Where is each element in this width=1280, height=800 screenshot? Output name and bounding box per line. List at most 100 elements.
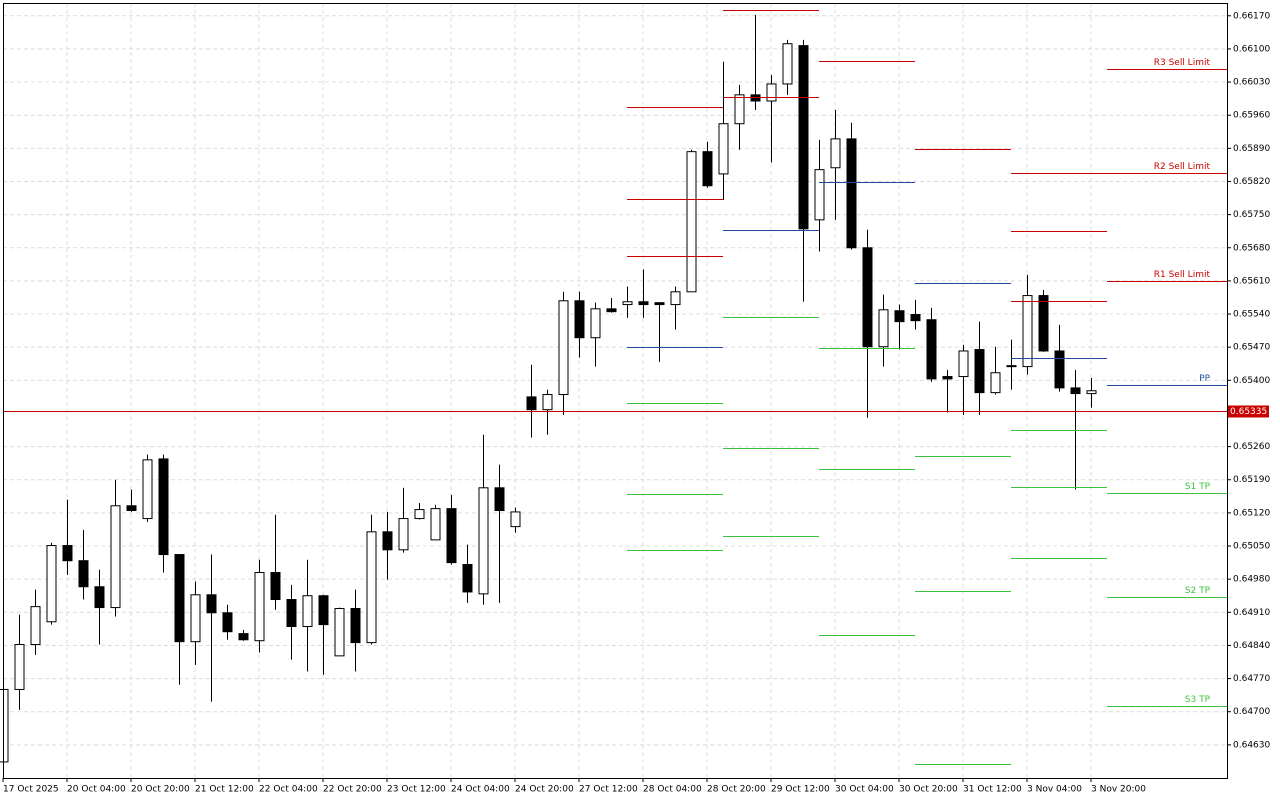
candle-body	[878, 309, 889, 348]
x-tick-label: 22 Oct 20:00	[323, 785, 382, 795]
candle-body	[190, 594, 201, 643]
y-tick-label: 0.65960	[1233, 111, 1270, 121]
candle-body	[430, 508, 441, 541]
candle-body	[462, 563, 473, 593]
candle-body	[1022, 295, 1033, 368]
y-tick-label: 0.65750	[1233, 210, 1270, 220]
candle-body	[94, 586, 105, 609]
x-tick-label: 17 Oct 2025	[3, 785, 59, 795]
candle-body	[686, 151, 697, 293]
y-tick-label: 0.65540	[1233, 310, 1270, 320]
candle-body	[846, 138, 857, 249]
level-label: S2 TP	[1185, 586, 1211, 596]
candle-body	[14, 643, 25, 690]
candle-body	[334, 608, 345, 657]
candle-body	[398, 518, 409, 551]
candle-body	[526, 396, 537, 411]
plot-frame	[3, 3, 1228, 779]
candle-body	[590, 308, 601, 339]
candle-body	[318, 595, 329, 626]
candle-body	[206, 594, 217, 614]
candle-body	[606, 308, 617, 313]
y-tick-label: 0.64700	[1233, 707, 1270, 717]
candle-body	[78, 560, 89, 588]
candle-body	[350, 608, 361, 644]
candle-body	[382, 531, 393, 551]
candle-body	[894, 310, 905, 323]
candle-body	[638, 301, 649, 306]
y-tick-label: 0.66170	[1233, 11, 1270, 21]
candle-body	[574, 300, 585, 339]
candle-body	[270, 572, 281, 601]
candle-body	[158, 458, 169, 556]
candle-body	[366, 531, 377, 644]
candle-body	[542, 394, 553, 411]
candle-body	[254, 572, 265, 642]
y-tick-label: 0.66030	[1233, 78, 1270, 88]
candle-body	[862, 247, 873, 348]
candle-body	[702, 151, 713, 187]
x-tick-label: 24 Oct 04:00	[451, 785, 510, 795]
candle-body	[222, 612, 233, 633]
candle-body	[1070, 387, 1081, 395]
level-label: R3 Sell Limit	[1154, 58, 1211, 68]
y-tick-label: 0.64980	[1233, 575, 1270, 585]
y-tick-label: 0.64630	[1233, 740, 1270, 750]
y-tick-label: 0.65680	[1233, 243, 1270, 253]
x-tick-label: 20 Oct 20:00	[131, 785, 190, 795]
y-tick-label: 0.65890	[1233, 144, 1270, 154]
candle-body	[830, 138, 841, 169]
y-tick-label: 0.65610	[1233, 276, 1270, 286]
x-tick-label: 27 Oct 12:00	[579, 785, 638, 795]
level-label: S3 TP	[1185, 695, 1211, 705]
candle-body	[942, 376, 953, 380]
y-tick-label: 0.64770	[1233, 674, 1270, 684]
x-tick-label: 20 Oct 04:00	[67, 785, 126, 795]
x-tick-label: 29 Oct 12:00	[771, 785, 830, 795]
y-tick-label: 0.64840	[1233, 641, 1270, 651]
x-tick-label: 22 Oct 04:00	[259, 785, 318, 795]
y-tick-label: 0.65190	[1233, 475, 1270, 485]
y-tick-label: 0.65120	[1233, 508, 1270, 518]
y-tick-label: 0.65470	[1233, 343, 1270, 353]
x-tick-label: 3 Nov 04:00	[1027, 785, 1082, 795]
x-tick-label: 24 Oct 20:00	[515, 785, 574, 795]
candle-body	[1086, 390, 1097, 395]
candle-body	[478, 487, 489, 595]
x-tick-label: 3 Nov 20:00	[1091, 785, 1146, 795]
x-tick-label: 30 Oct 20:00	[899, 785, 958, 795]
candle-body	[958, 350, 969, 378]
candle-body	[110, 505, 121, 609]
candle-body	[654, 302, 665, 306]
y-tick-label: 0.64910	[1233, 608, 1270, 618]
x-tick-label: 31 Oct 12:00	[963, 785, 1022, 795]
y-tick-label: 0.65050	[1233, 542, 1270, 552]
y-tick-label: 0.65400	[1233, 376, 1270, 386]
x-tick-label: 30 Oct 04:00	[835, 785, 894, 795]
candle-body	[782, 43, 793, 85]
x-tick-label: 23 Oct 12:00	[387, 785, 446, 795]
candle-body	[174, 554, 185, 643]
y-tick-label: 0.65260	[1233, 442, 1270, 452]
candle-body	[142, 459, 153, 520]
candle-body	[734, 94, 745, 125]
level-label: PP	[1199, 374, 1210, 384]
level-label: S1 TP	[1185, 482, 1211, 492]
current-price-box	[1227, 405, 1269, 418]
candle-body	[46, 545, 57, 623]
candle-body	[1006, 365, 1017, 368]
candle-body	[798, 45, 809, 230]
candle-body	[510, 511, 521, 528]
candle-body	[1054, 350, 1065, 389]
x-tick-label: 28 Oct 20:00	[707, 785, 766, 795]
candle-body	[558, 300, 569, 396]
candle-body	[1038, 295, 1049, 352]
y-tick-label: 0.66100	[1233, 44, 1270, 54]
current-price-label: 0.65335	[1230, 407, 1267, 417]
x-tick-label: 21 Oct 12:00	[195, 785, 254, 795]
y-tick-label: 0.65820	[1233, 177, 1270, 187]
level-label: R1 Sell Limit	[1154, 270, 1211, 280]
candle-body	[446, 508, 457, 564]
